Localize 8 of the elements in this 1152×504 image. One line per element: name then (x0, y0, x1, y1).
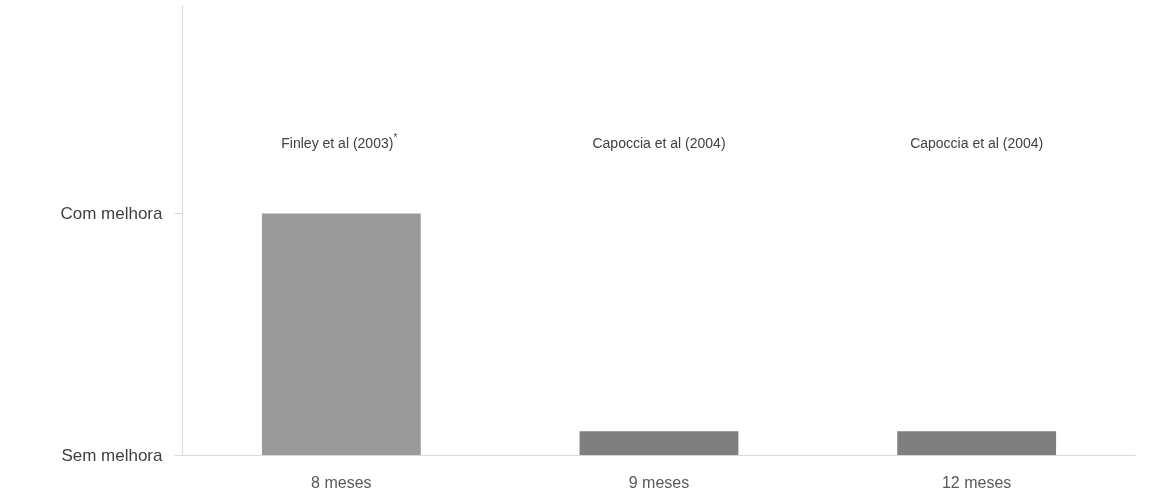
text: Capoccia et al (2004) (910, 134, 1044, 151)
x-tick-label: 8 meses (311, 473, 372, 491)
text: Sem melhora (61, 446, 164, 465)
x-tick-label: 12 meses (941, 473, 1012, 491)
text: Com melhora (60, 204, 164, 224)
text: Capoccia et al (2004) (592, 134, 726, 151)
x-tick-label: 9 meses (628, 473, 690, 491)
text: Finley et al (2003)* (281, 131, 398, 151)
